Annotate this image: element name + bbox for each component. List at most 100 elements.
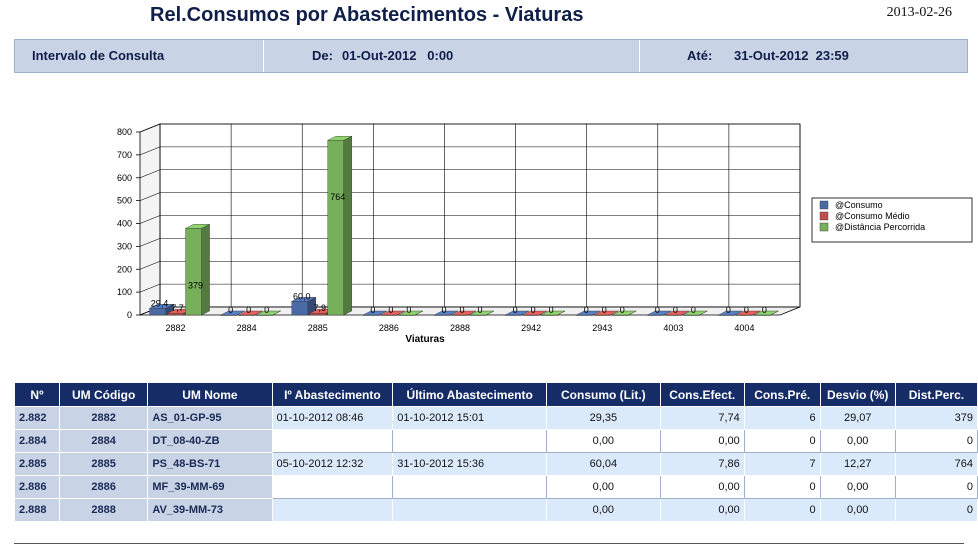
table-cell <box>271 498 394 522</box>
column-header: Último Abastecimento <box>392 382 548 407</box>
table-cell <box>392 429 548 453</box>
y-tick-label: 500 <box>117 196 132 206</box>
bar-top <box>683 310 708 316</box>
data-label: 0 <box>726 305 731 315</box>
table-cell: 7 <box>743 452 821 476</box>
table-row: 2.888 2888 AV_39-MM-73 0,00 0,00 0 0,00 0 <box>14 498 978 522</box>
table-cell: 379 <box>894 406 978 430</box>
table-cell: 0,00 <box>546 498 661 522</box>
table-row: 2.882 2882 AS_01-GP-95 01-10-2012 08:46 01-1… <box>14 406 978 430</box>
bar-top <box>220 310 245 316</box>
table-cell: 0 <box>894 429 978 453</box>
y-tick-label: 300 <box>117 241 132 251</box>
data-label: 0 <box>246 305 251 315</box>
legend-swatch <box>819 211 829 221</box>
table-cell: 0 <box>743 475 821 499</box>
data-label: 0 <box>762 305 767 315</box>
y-tick-label: 400 <box>117 219 132 229</box>
data-label: 0 <box>441 305 446 315</box>
bar-top <box>327 136 352 141</box>
bar-top <box>754 310 779 316</box>
table-cell: 0,00 <box>546 429 661 453</box>
legend-label: @Consumo <box>835 200 883 210</box>
bar-top <box>362 310 387 316</box>
data-label: 0 <box>691 305 696 315</box>
table-cell: 01-10-2012 08:46 <box>271 406 394 430</box>
bar-distnciapercorrida <box>185 228 202 316</box>
table-cell: 2888 <box>58 498 149 522</box>
table-cell: 12,27 <box>819 452 896 476</box>
bar-top <box>523 310 548 316</box>
column-header: Iº Abastecimento <box>271 382 394 407</box>
table-cell: MF_39-MM-69 <box>147 475 273 499</box>
x-tick-label: 2888 <box>450 323 470 333</box>
bar-top <box>185 224 210 229</box>
bar-top <box>149 304 174 309</box>
table-cell: 2.885 <box>14 452 60 476</box>
interval-bar: Intervalo de Consulta De: 01-Out-2012 0:… <box>14 39 968 73</box>
to-value: 31-Out-2012 23:59 <box>734 48 849 63</box>
from-value: 01-Out-2012 0:00 <box>342 48 454 63</box>
data-label: 7,9 <box>314 303 327 313</box>
table-row: 2.884 2884 DT_08-40-ZB 0,00 0,00 0 0,00 0 <box>14 429 978 453</box>
table-cell: 0,00 <box>819 475 896 499</box>
table-cell: 6 <box>743 406 821 430</box>
data-label: 0 <box>620 305 625 315</box>
bar-top <box>612 310 637 316</box>
table-row: 2.886 2886 MF_39-MM-69 0,00 0,00 0 0,00 0 <box>14 475 978 499</box>
table-row: 2.885 2885 PS_48-BS-71 05-10-2012 12:32 31-1… <box>14 452 978 476</box>
table-cell: 764 <box>894 452 978 476</box>
legend-label: @Distância Percorrida <box>835 222 925 232</box>
x-tick-label: 4003 <box>663 323 683 333</box>
bar-top <box>594 310 619 316</box>
bar-top <box>469 310 495 316</box>
table-cell <box>271 475 394 499</box>
bar-top <box>541 310 566 316</box>
x-tick-label: 4004 <box>734 323 754 333</box>
data-label: 0 <box>531 305 536 315</box>
table-cell: DT_08-40-ZB <box>147 429 273 453</box>
y-tick-label: 800 <box>117 127 132 137</box>
table-cell: 2.884 <box>14 429 60 453</box>
x-tick-label: 2882 <box>166 323 186 333</box>
data-label: 0 <box>584 305 589 315</box>
bar-chart: 0 100 200 300 400 500 600 700 800 29,4 7,7 379 2882 0… <box>117 123 973 345</box>
table-cell: AS_01-GP-95 <box>147 406 273 430</box>
y-tick-label: 200 <box>117 264 132 274</box>
data-label: 764 <box>330 192 345 202</box>
bar-top <box>398 310 423 316</box>
bar-top <box>505 310 530 316</box>
bar-top <box>647 310 672 316</box>
column-header: UM Código <box>58 382 149 407</box>
table-cell: 0,00 <box>659 475 745 499</box>
report-date: 2013-02-26 <box>886 5 952 20</box>
bar-top <box>291 297 316 302</box>
table-cell: AV_39-MM-73 <box>147 498 273 522</box>
consumption-table: Nº UM Código UM Nome Iº Abastecimento Último… <box>14 382 978 522</box>
data-label: 29,4 <box>151 298 169 308</box>
legend-box <box>811 197 973 243</box>
data-label: 0 <box>459 305 464 315</box>
bar-consumomdio <box>309 313 326 316</box>
data-label: 0 <box>744 305 749 315</box>
bar-top <box>256 310 281 316</box>
table-cell <box>271 429 394 453</box>
bar-consumomdio <box>167 313 184 316</box>
table-cell: 0 <box>743 429 821 453</box>
table-cell: 31-10-2012 15:36 <box>392 452 548 476</box>
to-label: Até: <box>687 48 713 63</box>
table-cell: 60,04 <box>546 452 661 476</box>
table-cell: 2.882 <box>14 406 60 430</box>
table-cell: 2.886 <box>14 475 60 499</box>
data-label: 0 <box>388 305 393 315</box>
table-cell: 29,35 <box>546 406 661 430</box>
table-cell: 29,07 <box>819 406 896 430</box>
y-tick-label: 700 <box>117 150 132 160</box>
table-cell: 2885 <box>58 452 149 476</box>
table-cell: 0 <box>894 498 978 522</box>
data-label: 0 <box>370 305 375 315</box>
y-tick-label: 0 <box>127 310 132 320</box>
bar-distnciapercorrida <box>327 140 344 316</box>
legend-label: @Consumo Médio <box>835 211 910 221</box>
x-tick-label: 2942 <box>521 323 541 333</box>
